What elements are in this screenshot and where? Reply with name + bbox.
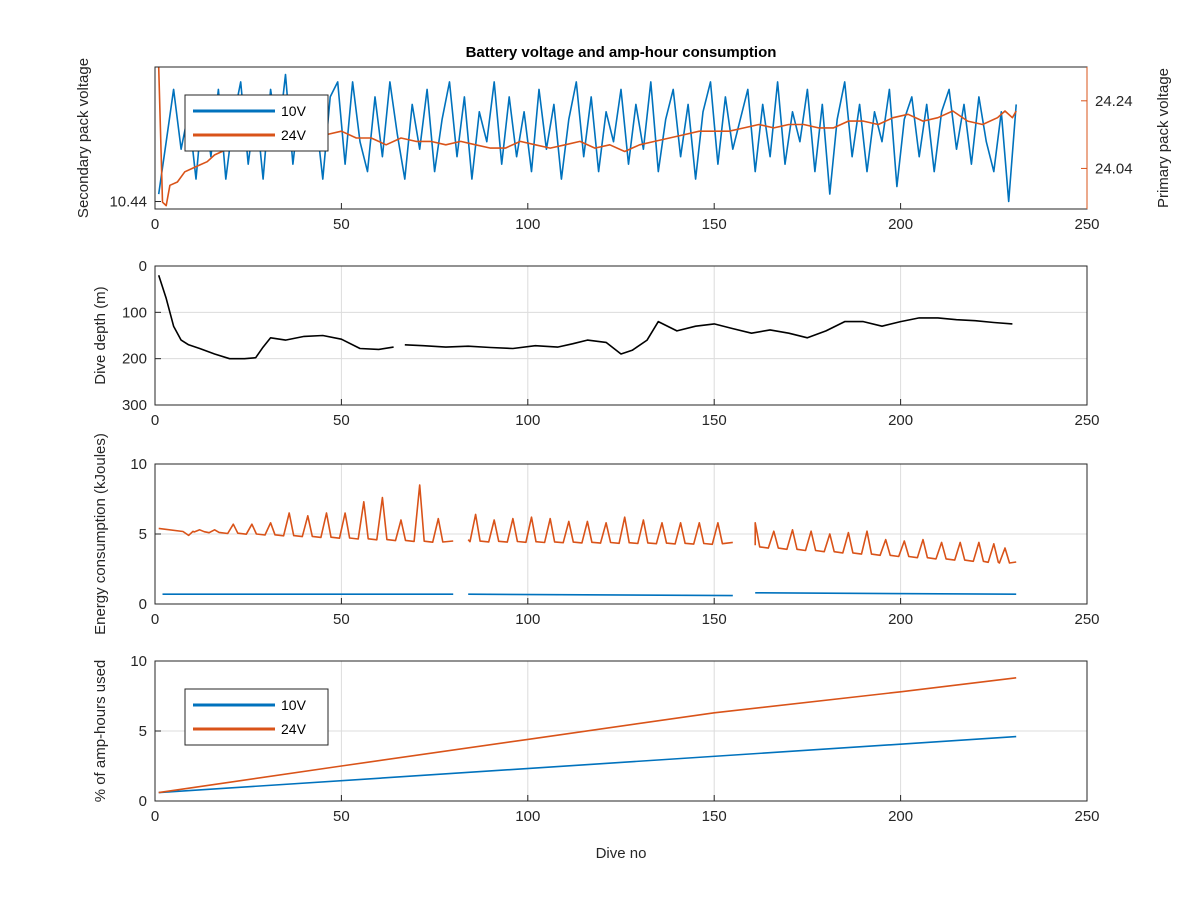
legend: 10V 24V	[184, 688, 329, 746]
x-tick-label: 100	[515, 216, 540, 233]
x-tick-label: 0	[151, 611, 159, 628]
x-tick-label: 0	[151, 216, 159, 233]
series-segment-0-0	[157, 275, 394, 360]
legend-label-10v: 10V	[281, 697, 307, 713]
series-line-10v	[158, 735, 1017, 794]
y-tick-label: 200	[122, 351, 147, 368]
x-axis-label: Dive no	[596, 845, 647, 862]
y-tick-label: 10.44	[109, 194, 147, 211]
legend-label-24v: 24V	[281, 127, 307, 143]
x-tick-label: 150	[702, 808, 727, 825]
axes-box	[154, 265, 1088, 406]
x-tick-label: 200	[888, 808, 913, 825]
panel-4: 0 50 100 150 200 250 0 5 10 % of amp-hours used 10…	[92, 653, 1100, 825]
legend: 10V 24V	[184, 94, 329, 152]
legend-label-10v: 10V	[281, 103, 307, 119]
x-tick-label: 250	[1074, 412, 1099, 429]
series-segment-1-2	[755, 591, 1017, 596]
x-tick-label: 0	[151, 808, 159, 825]
x-tick-label: 100	[515, 611, 540, 628]
panel-3: 0 50 100 150 200 250 0 5 10 Energy consumption (k…	[92, 433, 1100, 635]
x-tick-label: 150	[702, 412, 727, 429]
x-tick-label: 50	[333, 611, 350, 628]
x-tick-label: 200	[888, 611, 913, 628]
y-tick-label: 5	[139, 526, 147, 543]
x-tick-label: 200	[888, 412, 913, 429]
y-tick-label: 300	[122, 397, 147, 414]
y-tick-label: 10	[130, 653, 147, 670]
y-axis-label: Energy consumption (kJoules)	[92, 433, 109, 635]
y-axis-label: Secondary pack voltage	[75, 58, 92, 218]
x-tick-label: 200	[888, 216, 913, 233]
y-axis-label: Dive depth (m)	[92, 286, 109, 384]
series-spike-segment-0-1	[467, 513, 733, 546]
y-tick-label: 0	[139, 793, 147, 810]
y-tick-label: 100	[122, 304, 147, 321]
panel-1: 0 50 100 150 200 250 10.44 24.04 24.24 Secondary …	[75, 58, 1172, 233]
x-tick-label: 250	[1074, 216, 1099, 233]
legend-label-24v: 24V	[281, 721, 307, 737]
y-tick-label: 0	[139, 596, 147, 613]
legend-box	[184, 688, 329, 746]
series-spike-segment-0-0	[158, 484, 454, 544]
panel-2: 0 50 100 150 200 250 0 100 200 300 Dive depth (m)	[92, 258, 1100, 429]
y-tick-label: 10	[130, 456, 147, 473]
x-tick-label: 150	[702, 611, 727, 628]
series-spike-segment-0-2	[754, 521, 1017, 564]
y-axis-right-label: Primary pack voltage	[1155, 68, 1172, 208]
x-tick-label: 50	[333, 216, 350, 233]
x-tick-label: 0	[151, 412, 159, 429]
series-segment-1-1	[468, 593, 733, 597]
x-tick-label: 100	[515, 412, 540, 429]
x-tick-label: 150	[702, 216, 727, 233]
x-tick-label: 50	[333, 412, 350, 429]
x-tick-label: 100	[515, 808, 540, 825]
x-tick-label: 250	[1074, 808, 1099, 825]
x-tick-label: 50	[333, 808, 350, 825]
series-line-24v	[158, 677, 1017, 794]
y-right-tick-label: 24.24	[1095, 93, 1133, 110]
y-axis-label: % of amp-hours used	[92, 660, 109, 803]
y-tick-label: 0	[139, 258, 147, 275]
y-right-tick-label: 24.04	[1095, 160, 1133, 177]
series-segment-0-1	[404, 317, 1013, 355]
legend-box	[184, 94, 329, 152]
y-tick-label: 5	[139, 723, 147, 740]
x-tick-label: 250	[1074, 611, 1099, 628]
chart-title: Battery voltage and amp-hour consumption	[466, 44, 777, 61]
